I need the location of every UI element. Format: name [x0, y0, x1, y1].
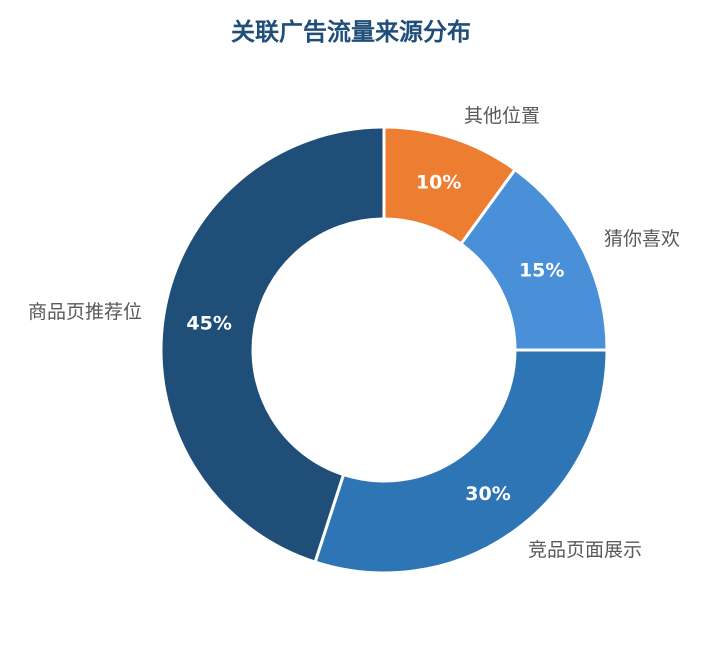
slice-category-label-1: 其他位置 — [464, 105, 540, 127]
slice-category-label-4: 商品页推荐位 — [28, 301, 142, 323]
slice-percent-label-2: 15% — [519, 260, 564, 282]
slice-category-label-2: 猜你喜欢 — [604, 228, 680, 250]
donut-slice-4 — [159, 125, 386, 564]
slice-percent-label-1: 10% — [416, 172, 461, 194]
donut-slice-3 — [313, 348, 609, 575]
slice-category-label-3: 竞品页面展示 — [528, 539, 642, 561]
slice-percent-label-3: 30% — [465, 483, 510, 505]
chart-title: 关联广告流量来源分布 — [231, 18, 471, 46]
slice-percent-label-4: 45% — [186, 312, 231, 334]
